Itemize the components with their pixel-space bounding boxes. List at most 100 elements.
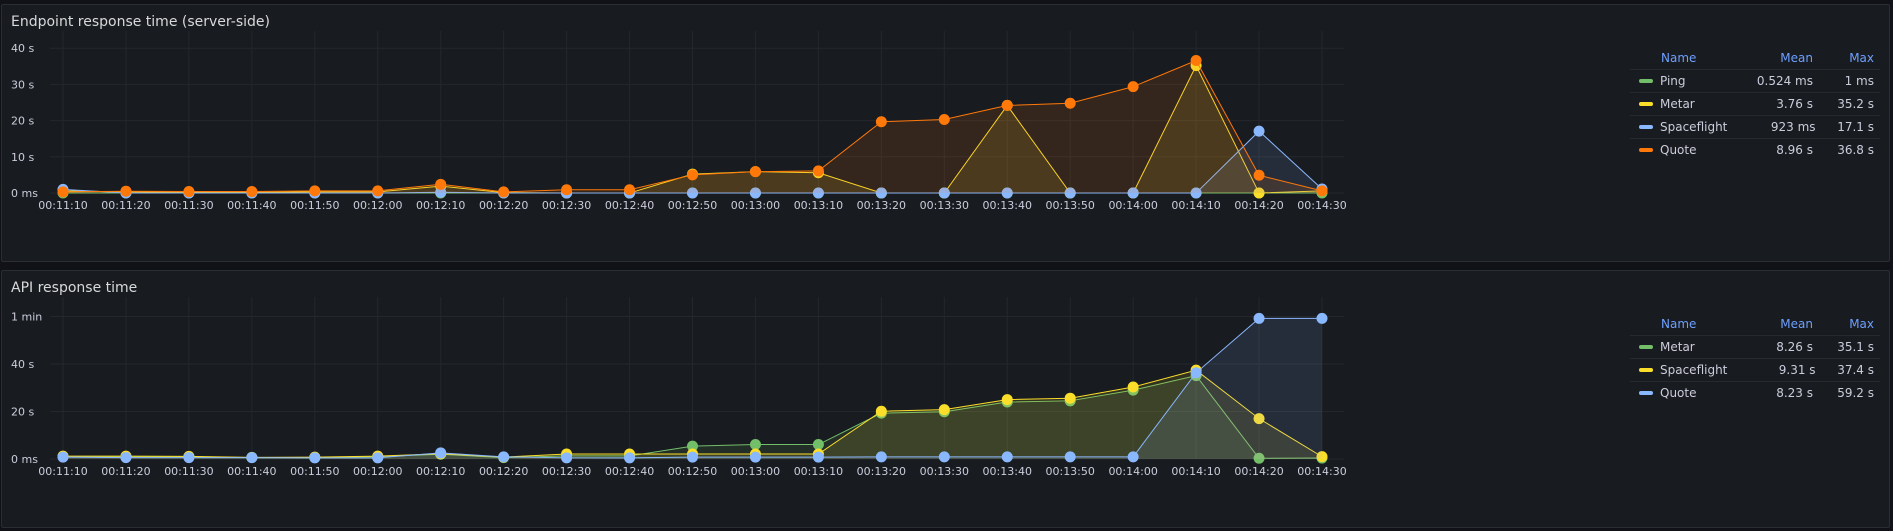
x-tick-label: 00:13:20 <box>857 465 906 478</box>
legend-series-name[interactable]: Quote <box>1630 386 1721 400</box>
data-point <box>435 178 447 190</box>
legend-mean-value: 9.31 s <box>1778 363 1816 377</box>
legend-series-name[interactable]: Spaceflight <box>1630 363 1727 377</box>
legend-series-name[interactable]: Metar <box>1630 340 1721 354</box>
y-tick-label: 20 s <box>11 406 34 419</box>
legend-header-max[interactable]: Max <box>1849 317 1874 331</box>
data-point <box>1064 392 1076 404</box>
data-point <box>875 405 887 417</box>
data-point <box>1127 451 1139 463</box>
x-tick-label: 00:14:30 <box>1297 465 1346 478</box>
legend-row-spaceflight[interactable]: Spaceflight 923 ms 17.1 s <box>1630 115 1880 138</box>
x-tick-label: 00:13:50 <box>1045 465 1094 478</box>
data-point <box>246 452 258 464</box>
data-point <box>1127 81 1139 93</box>
panel-api-response-time: API response time 0 ms 20 s 40 s 1 min 00:11… <box>1 270 1890 528</box>
data-point <box>687 440 698 452</box>
legend-max-value: 35.2 s <box>1837 97 1874 111</box>
legend-series-name[interactable]: Ping <box>1630 74 1721 88</box>
series-quote <box>57 55 1328 198</box>
x-tick-label: 00:12:30 <box>542 465 591 478</box>
x-tick-label: 00:11:30 <box>164 199 213 212</box>
series-area <box>63 60 1322 193</box>
x-tick-label: 00:13:00 <box>731 199 780 212</box>
chart-plot[interactable]: 0 ms 10 s 20 s 30 s 40 s 00:11:10 00:11:20 00:1… <box>2 5 1622 261</box>
data-point <box>1316 185 1328 197</box>
legend-series-name[interactable]: Metar <box>1630 97 1721 111</box>
x-tick-label: 00:12:40 <box>605 465 654 478</box>
legend-table: Name Mean Max Ping 0.524 ms 1 ms Metar 3.76 … <box>1630 47 1880 161</box>
legend-row-metar[interactable]: Metar 3.76 s 35.2 s <box>1630 92 1880 115</box>
panel-endpoint-response-time: Endpoint response time (server-side) 0 m… <box>1 4 1890 262</box>
series-color-swatch <box>1639 391 1653 395</box>
x-tick-label: 00:12:10 <box>416 465 465 478</box>
data-point <box>120 452 132 464</box>
x-tick-label: 00:12:10 <box>416 199 465 212</box>
data-point <box>246 186 258 198</box>
legend-max-value: 17.1 s <box>1837 120 1874 134</box>
series-color-swatch <box>1639 102 1653 106</box>
legend-row-quote[interactable]: Quote 8.23 s 59.2 s <box>1630 381 1880 404</box>
legend-row-ping[interactable]: Ping 0.524 ms 1 ms <box>1630 69 1880 92</box>
data-point <box>372 185 384 197</box>
x-tick-label: 00:14:00 <box>1108 465 1157 478</box>
panel-title[interactable]: Endpoint response time (server-side) <box>11 14 270 30</box>
x-tick-label: 00:12:20 <box>479 199 528 212</box>
data-point <box>812 439 824 451</box>
x-tick-label: 00:11:40 <box>227 199 276 212</box>
data-point <box>1127 187 1139 199</box>
data-point <box>812 187 824 199</box>
legend-max-value: 35.1 s <box>1837 340 1874 354</box>
legend-mean-value: 923 ms <box>1770 120 1816 134</box>
data-point <box>498 451 510 463</box>
legend-header-name[interactable]: Name <box>1661 51 1697 65</box>
x-tick-label: 00:11:50 <box>290 199 339 212</box>
legend-header-mean[interactable]: Mean <box>1780 51 1813 65</box>
y-tick-label: 0 ms <box>11 187 38 200</box>
data-point <box>749 451 761 463</box>
data-point <box>938 114 950 126</box>
x-tick-label: 00:12:40 <box>605 199 654 212</box>
x-tick-label: 00:13:20 <box>857 199 906 212</box>
data-point <box>57 186 69 198</box>
data-point <box>372 452 384 464</box>
y-tick-label: 20 s <box>11 115 34 128</box>
legend-series-name[interactable]: Spaceflight <box>1630 120 1727 134</box>
panel-title[interactable]: API response time <box>11 280 138 296</box>
legend-header-name[interactable]: Name <box>1661 317 1697 331</box>
x-tick-label: 00:13:30 <box>920 465 969 478</box>
x-tick-label: 00:13:40 <box>983 199 1032 212</box>
chart-plot[interactable]: 0 ms 20 s 40 s 1 min 00:11:10 00:11:20 00:11:3… <box>2 271 1622 527</box>
x-tick-label: 00:13:30 <box>920 199 969 212</box>
x-tick-label: 00:11:40 <box>227 465 276 478</box>
legend-header-max[interactable]: Max <box>1849 51 1874 65</box>
data-point <box>435 447 447 459</box>
data-point <box>1001 187 1013 199</box>
data-point <box>1253 312 1265 324</box>
x-tick-label: 00:11:50 <box>290 465 339 478</box>
series-area <box>63 318 1322 459</box>
legend-table: Name Mean Max Metar 8.26 s 35.1 s Spaceflig… <box>1630 313 1880 404</box>
x-tick-label: 00:13:40 <box>983 465 1032 478</box>
data-point <box>812 451 824 463</box>
legend-label: Ping <box>1660 74 1686 88</box>
data-point <box>1253 169 1265 181</box>
data-point <box>624 452 636 464</box>
legend-mean-value: 3.76 s <box>1776 97 1813 111</box>
legend-max-value: 37.4 s <box>1837 363 1874 377</box>
data-point <box>624 184 636 196</box>
data-point <box>1001 451 1013 463</box>
legend-row-spaceflight[interactable]: Spaceflight 9.31 s 37.4 s <box>1630 358 1880 381</box>
legend-header-mean[interactable]: Mean <box>1780 317 1813 331</box>
data-point <box>1253 187 1265 199</box>
legend-series-name[interactable]: Quote <box>1630 143 1721 157</box>
data-point <box>120 185 132 197</box>
data-point <box>1253 452 1265 464</box>
legend-mean-value: 0.524 ms <box>1756 74 1813 88</box>
legend-row-metar[interactable]: Metar 8.26 s 35.1 s <box>1630 335 1880 358</box>
data-point <box>749 439 761 451</box>
legend-label: Spaceflight <box>1660 120 1728 134</box>
x-tick-label: 00:11:20 <box>101 465 150 478</box>
legend-row-quote[interactable]: Quote 8.96 s 36.8 s <box>1630 138 1880 161</box>
x-tick-label: 00:12:30 <box>542 199 591 212</box>
